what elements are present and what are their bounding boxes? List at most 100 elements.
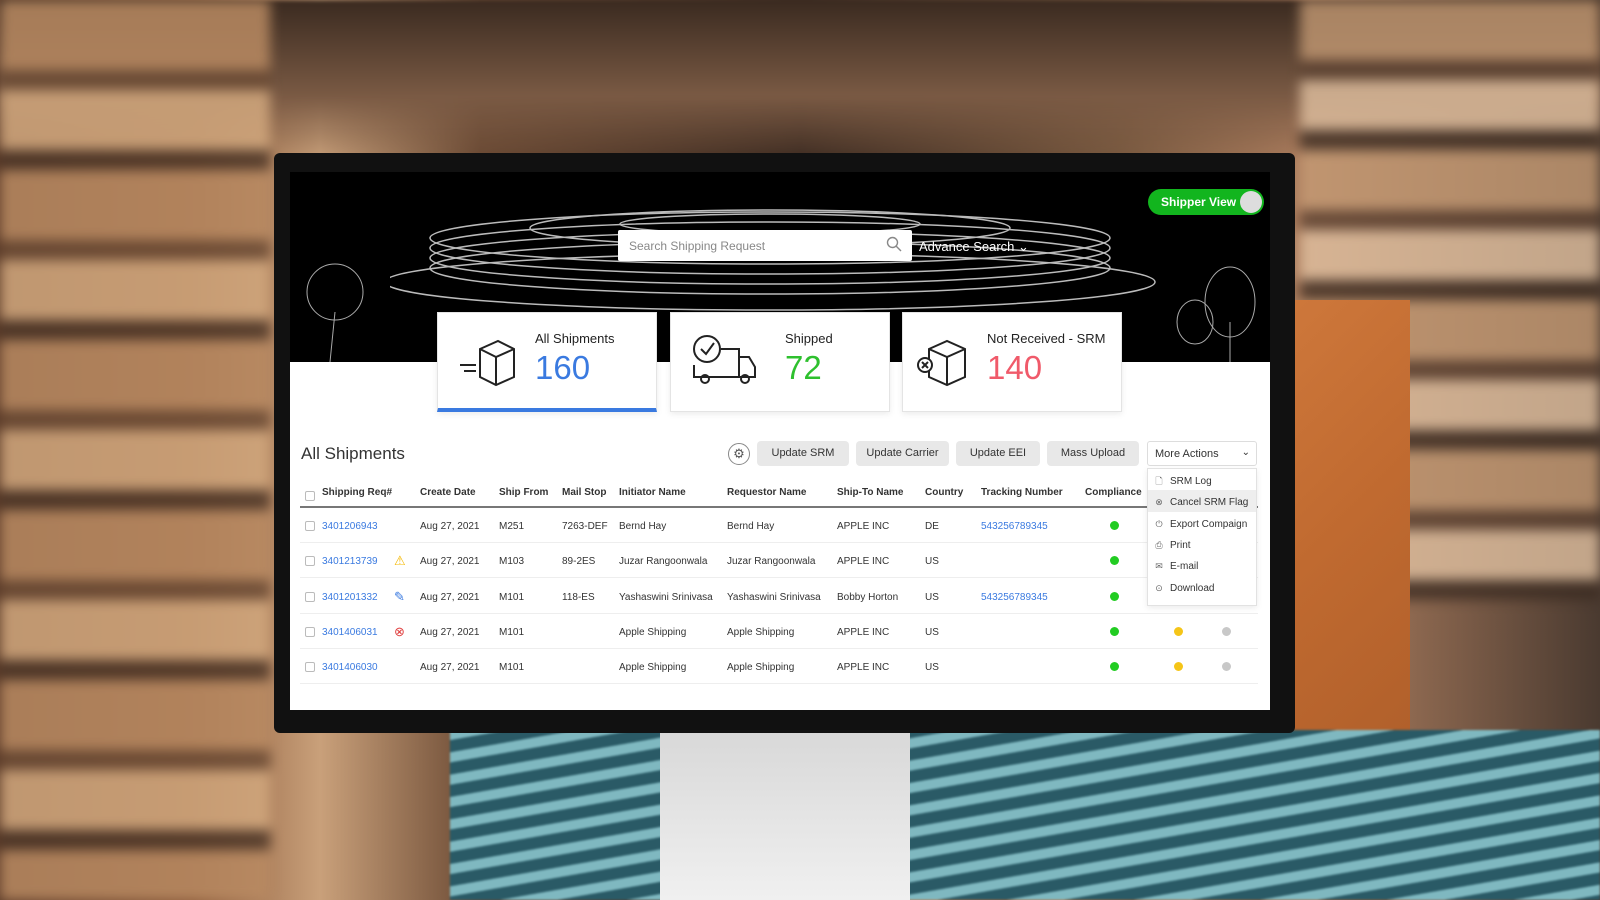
menu-item-label: Print <box>1170 540 1191 552</box>
shipping-req-link[interactable]: 3401201332 <box>322 591 378 603</box>
mail-icon: ✉ <box>1155 561 1163 572</box>
toggle-label: Shipper View <box>1161 195 1237 209</box>
ship-from: M101 <box>499 591 525 603</box>
column-header[interactable]: Create Date <box>420 487 476 498</box>
search-input[interactable]: Search Shipping Request <box>618 230 912 261</box>
download-icon: ⊙ <box>1155 582 1163 593</box>
country: US <box>925 626 939 638</box>
status-dot <box>1174 662 1183 672</box>
search-placeholder: Search Shipping Request <box>629 239 766 253</box>
search-icon[interactable] <box>886 236 902 252</box>
card-label: All Shipments <box>535 331 615 346</box>
country: US <box>925 591 939 603</box>
column-header[interactable]: Ship From <box>499 487 549 498</box>
cancel-circle-icon: ⊗ <box>1155 497 1163 508</box>
initiator-name: Juzar Rangoonwala <box>619 556 708 568</box>
ship-from: M251 <box>499 521 525 532</box>
shipper-view-toggle[interactable]: Shipper View <box>1148 189 1264 215</box>
column-header[interactable]: Ship-To Name <box>837 487 904 498</box>
status-dot <box>1174 626 1183 636</box>
requestor-name: Bernd Hay <box>727 521 775 532</box>
menu-item-export-compaign[interactable]: ⏻ Export Compaign <box>1148 512 1256 533</box>
create-date: Aug 27, 2021 <box>420 626 480 638</box>
row-checkbox[interactable] <box>305 521 315 531</box>
country: US <box>925 556 939 568</box>
column-header[interactable]: Tracking Number <box>981 487 1063 498</box>
mail-stop: 89-2ES <box>562 556 596 568</box>
menu-item-label: Cancel SRM Flag <box>1170 497 1249 509</box>
more-actions-dropdown[interactable]: More Actions ⌄ <box>1147 441 1257 466</box>
chevron-down-icon: ⌄ <box>1018 239 1029 254</box>
create-date: Aug 27, 2021 <box>420 521 480 532</box>
row-checkbox[interactable] <box>305 662 315 673</box>
row-checkbox[interactable] <box>305 556 315 567</box>
column-header[interactable]: Requestor Name <box>727 487 807 498</box>
ship-from: M101 <box>499 662 525 674</box>
card-shipped[interactable]: Shipped 72 <box>670 312 890 412</box>
column-header[interactable]: Shipping Req# <box>322 487 392 498</box>
status-dot <box>1222 626 1231 636</box>
shipping-req-link[interactable]: 3401406031 <box>322 626 378 638</box>
requestor-name: Yashaswini Srinivasa <box>727 591 821 603</box>
card-count: 72 <box>785 349 822 386</box>
section-title: All Shipments <box>301 444 405 463</box>
tree-illustration-right <box>1176 266 1256 362</box>
error-circle-icon: ⊗ <box>394 623 405 639</box>
table-row[interactable]: 3401201332 ✎ Aug 27, 2021 M101 118-ES Yash… <box>300 579 1258 614</box>
settings-gear-icon[interactable]: ⚙ <box>728 443 750 465</box>
initiator-name: Apple Shipping <box>619 626 687 638</box>
status-dot <box>1110 662 1119 672</box>
column-header[interactable]: Country <box>925 487 964 498</box>
tracking-number-link[interactable]: 543256789345 <box>981 521 1048 532</box>
delivery-truck-icon <box>693 335 756 384</box>
card-label: Shipped <box>785 331 833 346</box>
advance-search-label: Advance Search <box>919 239 1015 254</box>
table-row[interactable]: 3401406030 Aug 27, 2021 M101 Apple Shippi… <box>300 649 1258 685</box>
create-date: Aug 27, 2021 <box>420 662 480 674</box>
advance-search-dropdown[interactable]: Advance Search ⌄ <box>919 239 1029 255</box>
app-screen: Shipper View Search Shipping Request Adv… <box>290 172 1270 710</box>
shipping-req-link[interactable]: 3401406030 <box>322 662 378 674</box>
row-checkbox[interactable] <box>305 591 315 602</box>
monitor-stand <box>660 730 910 900</box>
mail-stop: 118-ES <box>562 591 595 603</box>
table-row[interactable]: 3401406031 ⊗ Aug 27, 2021 M101 Apple Shipp… <box>300 614 1258 649</box>
toggle-knob <box>1240 191 1262 213</box>
document-icon: 🗋 <box>1155 475 1163 486</box>
shipping-req-link[interactable]: 3401213739 <box>322 556 378 568</box>
ship-from: M103 <box>499 556 525 568</box>
more-actions-label: More Actions <box>1155 448 1219 460</box>
ship-from: M101 <box>499 626 525 638</box>
initiator-name: Yashaswini Srinivasa <box>619 591 713 603</box>
table-header: Shipping Req# Create Date Ship From Mail… <box>300 478 1258 508</box>
menu-item-print[interactable]: ⎙ Print <box>1148 533 1256 554</box>
update-eei-button[interactable]: Update EEI <box>956 441 1040 466</box>
select-all-checkbox[interactable] <box>305 491 315 501</box>
ship-to-name: Bobby Horton <box>837 591 899 603</box>
column-header[interactable]: Mail Stop <box>562 487 607 498</box>
menu-item-label: SRM Log <box>1170 476 1212 488</box>
update-srm-button[interactable]: Update SRM <box>757 441 849 466</box>
background-conveyor <box>450 730 1600 900</box>
menu-item-email[interactable]: ✉ E-mail <box>1148 554 1256 575</box>
tracking-number-link[interactable]: 543256789345 <box>981 591 1048 603</box>
column-header[interactable]: Initiator Name <box>619 487 686 498</box>
mail-stop: 7263-DEF <box>562 521 608 532</box>
shipping-req-link[interactable]: 3401206943 <box>322 521 378 532</box>
row-checkbox[interactable] <box>305 626 315 637</box>
menu-item-label: Download <box>1170 582 1215 594</box>
ship-to-name: APPLE INC <box>837 662 890 674</box>
card-all-shipments[interactable]: All Shipments 160 <box>437 312 657 412</box>
menu-item-download[interactable]: ⊙ Download <box>1148 575 1256 596</box>
status-dot <box>1222 662 1231 672</box>
menu-item-label: Export Compaign <box>1170 518 1248 530</box>
column-header[interactable]: Compliance <box>1085 487 1142 498</box>
mass-upload-button[interactable]: Mass Upload <box>1047 441 1139 466</box>
card-not-received-srm[interactable]: Not Received - SRM 140 <box>902 312 1122 412</box>
menu-item-srm-log[interactable]: 🗋 SRM Log <box>1148 469 1256 490</box>
table-row[interactable]: 3401213739 ⚠ Aug 27, 2021 M103 89-2ES Juza… <box>300 543 1258 579</box>
menu-item-cancel-srm-flag[interactable]: ⊗ Cancel SRM Flag <box>1148 490 1256 512</box>
update-carrier-button[interactable]: Update Carrier <box>856 441 949 466</box>
tree-illustration-left <box>306 263 364 362</box>
table-row[interactable]: 3401206943 Aug 27, 2021 M251 7263-DEF Ber… <box>300 508 1258 543</box>
